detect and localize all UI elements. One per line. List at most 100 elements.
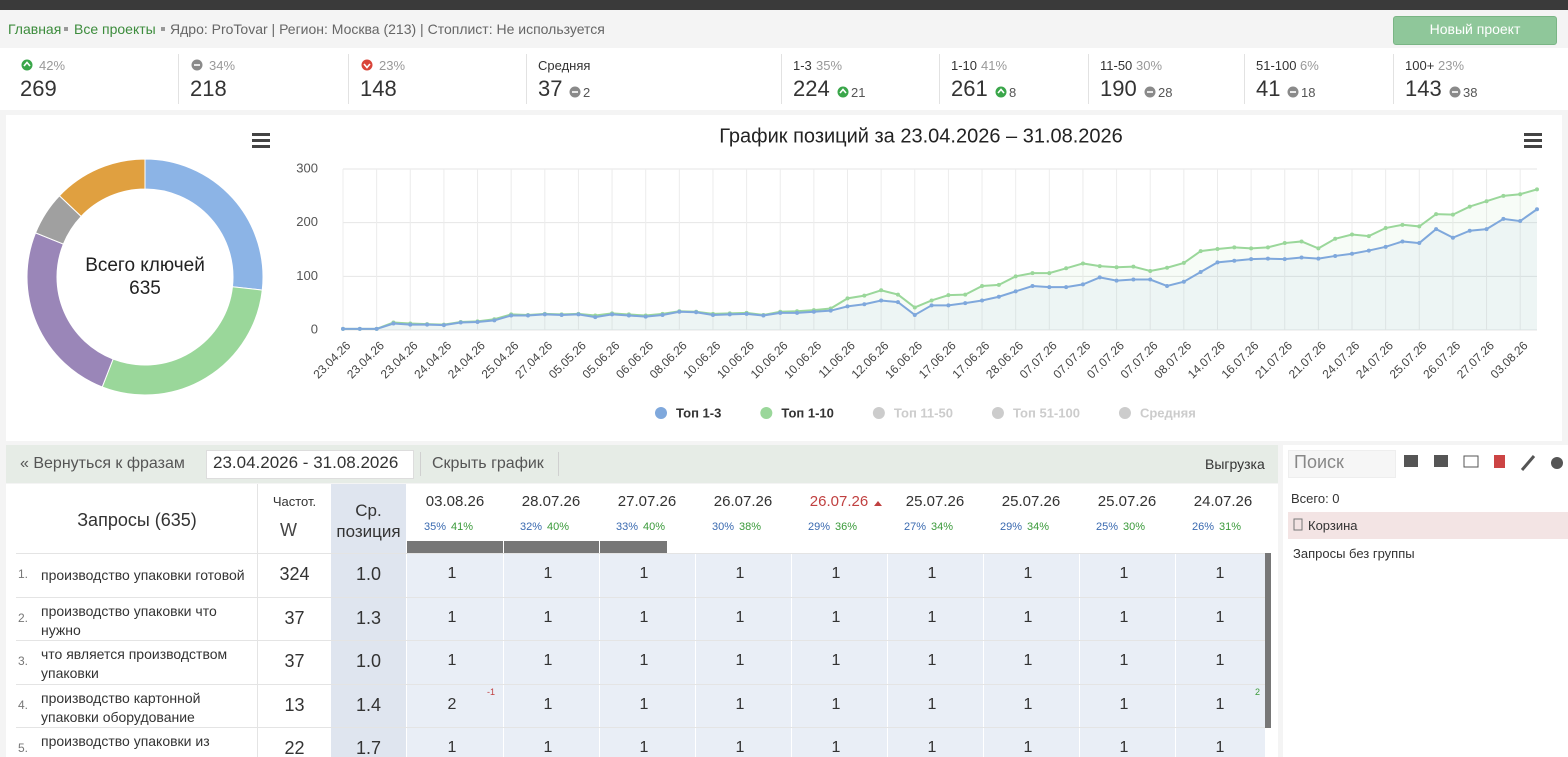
date-pct2: 34% bbox=[1027, 521, 1050, 533]
no-group-label[interactable]: Запросы без группы bbox=[1293, 546, 1415, 561]
date-pct1: 27% bbox=[904, 521, 927, 533]
position-cell: 1 bbox=[543, 608, 553, 626]
stat-divider bbox=[178, 54, 179, 104]
stat-value: 41 bbox=[1256, 76, 1281, 101]
row-avg: 1.0 bbox=[355, 564, 382, 584]
position-cell: 1 bbox=[543, 695, 553, 713]
toolbar-hide[interactable]: Скрыть график bbox=[432, 455, 544, 472]
position-cell: 1 bbox=[1023, 739, 1033, 757]
position-cell: 1 bbox=[639, 565, 649, 582]
col-divider bbox=[791, 484, 792, 757]
position-cell: 1 bbox=[735, 565, 745, 582]
row-query[interactable]: производство картонной упаковки оборудов… bbox=[41, 689, 201, 725]
button-label[interactable]: Новый проект bbox=[1429, 21, 1521, 37]
toolbar-divider bbox=[420, 452, 421, 476]
row-query[interactable]: производство упаковки что нужно bbox=[41, 602, 217, 638]
header-queries: Запросы (635) bbox=[77, 510, 197, 530]
position-cell: 1 bbox=[831, 652, 841, 670]
header-avg: Ср. позиция bbox=[336, 501, 401, 541]
breadcrumb-sep bbox=[64, 27, 68, 31]
position-cell: 1 bbox=[1119, 739, 1129, 757]
col-divider bbox=[1079, 484, 1080, 757]
stat-label: 1-3 bbox=[793, 58, 812, 73]
date-pct1: 33% bbox=[616, 521, 639, 533]
h-scroll[interactable] bbox=[407, 541, 667, 553]
new-project-button[interactable] bbox=[1393, 16, 1557, 45]
date-header[interactable]: 27.07.26 bbox=[617, 493, 677, 510]
stat-delta: 18 bbox=[1301, 85, 1316, 100]
row-query[interactable]: что является производством упаковки bbox=[41, 646, 228, 682]
stat-pct: 42% bbox=[39, 58, 66, 73]
position-cell: 1 bbox=[1215, 608, 1225, 626]
date-pct1: 32% bbox=[520, 521, 543, 533]
breadcrumb-sep bbox=[161, 27, 165, 31]
stat-divider bbox=[1088, 54, 1089, 104]
row-number: 1. bbox=[18, 567, 29, 581]
date-pct1: 29% bbox=[808, 521, 831, 533]
position-cell: 1 bbox=[1023, 608, 1033, 626]
stat-value: 148 bbox=[360, 76, 397, 101]
search-placeholder[interactable]: Поиск bbox=[1294, 452, 1344, 472]
position-cell: 1 bbox=[639, 739, 649, 757]
header-freq-type[interactable]: W bbox=[280, 520, 297, 540]
row-query[interactable]: производство упаковки из bbox=[41, 733, 210, 750]
top-bar bbox=[0, 0, 1568, 10]
position-change: 2 bbox=[1255, 686, 1261, 697]
stat-divider bbox=[1244, 54, 1245, 104]
date-header[interactable]: 25.07.26 bbox=[1001, 493, 1061, 510]
position-cell: 1 bbox=[447, 565, 457, 582]
position-cell: 1 bbox=[831, 739, 841, 757]
date-header[interactable]: 25.07.26 bbox=[1097, 493, 1157, 510]
row-avg: 1.7 bbox=[355, 738, 382, 757]
stat-divider bbox=[348, 54, 349, 104]
toolbar-back[interactable]: « Вернуться к фразам bbox=[20, 455, 185, 472]
date-header[interactable]: 26.07.26 bbox=[809, 493, 869, 510]
date-header[interactable]: 28.07.26 bbox=[521, 493, 581, 510]
position-cell: 1 bbox=[543, 565, 553, 582]
toolbar-export[interactable]: Выгрузка bbox=[1205, 456, 1265, 472]
search-input[interactable] bbox=[1288, 450, 1396, 478]
toolbar-date[interactable]: 23.04.2026 - 31.08.2026 bbox=[213, 453, 399, 472]
row-avg: 1.0 bbox=[355, 651, 382, 672]
stat-pct: 34% bbox=[209, 58, 236, 73]
trash-label[interactable]: Корзина bbox=[1308, 518, 1358, 533]
date-header[interactable]: 25.07.26 bbox=[905, 493, 965, 510]
stat-delta: 2 bbox=[583, 85, 591, 100]
stat-label: 51-100 bbox=[1256, 58, 1297, 73]
stat-value: 261 bbox=[951, 76, 988, 101]
chart-panel bbox=[6, 115, 1562, 441]
col-divider bbox=[599, 484, 600, 757]
toolbar-divider bbox=[558, 452, 559, 476]
stat-pct: 6% bbox=[1300, 58, 1319, 73]
position-cell: 1 bbox=[1119, 565, 1129, 582]
date-pct2: 40% bbox=[547, 521, 570, 533]
toolbar bbox=[6, 445, 1278, 483]
row-divider bbox=[16, 553, 1265, 554]
date-header[interactable]: 03.08.26 bbox=[425, 493, 485, 510]
date-header[interactable]: 24.07.26 bbox=[1193, 493, 1253, 510]
stats-panel bbox=[0, 48, 1568, 110]
position-cell: 1 bbox=[1119, 608, 1129, 626]
breadcrumb-link[interactable]: Главная bbox=[8, 21, 62, 37]
stat-pct: 30% bbox=[1136, 58, 1163, 73]
header-freq: Частот. bbox=[272, 494, 317, 509]
position-cell: 1 bbox=[1215, 565, 1225, 582]
date-input[interactable] bbox=[206, 450, 414, 479]
date-pct2: 34% bbox=[931, 521, 954, 533]
date-pct2: 31% bbox=[1219, 521, 1242, 533]
date-header[interactable]: 26.07.26 bbox=[713, 493, 773, 510]
position-cell: 2 bbox=[447, 695, 457, 713]
v-scroll[interactable] bbox=[1265, 553, 1271, 728]
row-query[interactable]: производство упаковки готовой bbox=[41, 567, 245, 583]
row-freq: 324 bbox=[279, 564, 310, 584]
col-divider bbox=[983, 484, 984, 757]
stat-label: 100+ bbox=[1405, 58, 1435, 73]
stat-delta: 38 bbox=[1463, 85, 1478, 100]
position-cell: 1 bbox=[735, 695, 745, 713]
trash-row[interactable] bbox=[1288, 512, 1568, 539]
position-cell: 1 bbox=[639, 695, 649, 713]
stat-delta: 21 bbox=[851, 85, 866, 100]
breadcrumb-link[interactable]: Все проекты bbox=[74, 21, 156, 37]
date-pct1: 30% bbox=[712, 521, 735, 533]
